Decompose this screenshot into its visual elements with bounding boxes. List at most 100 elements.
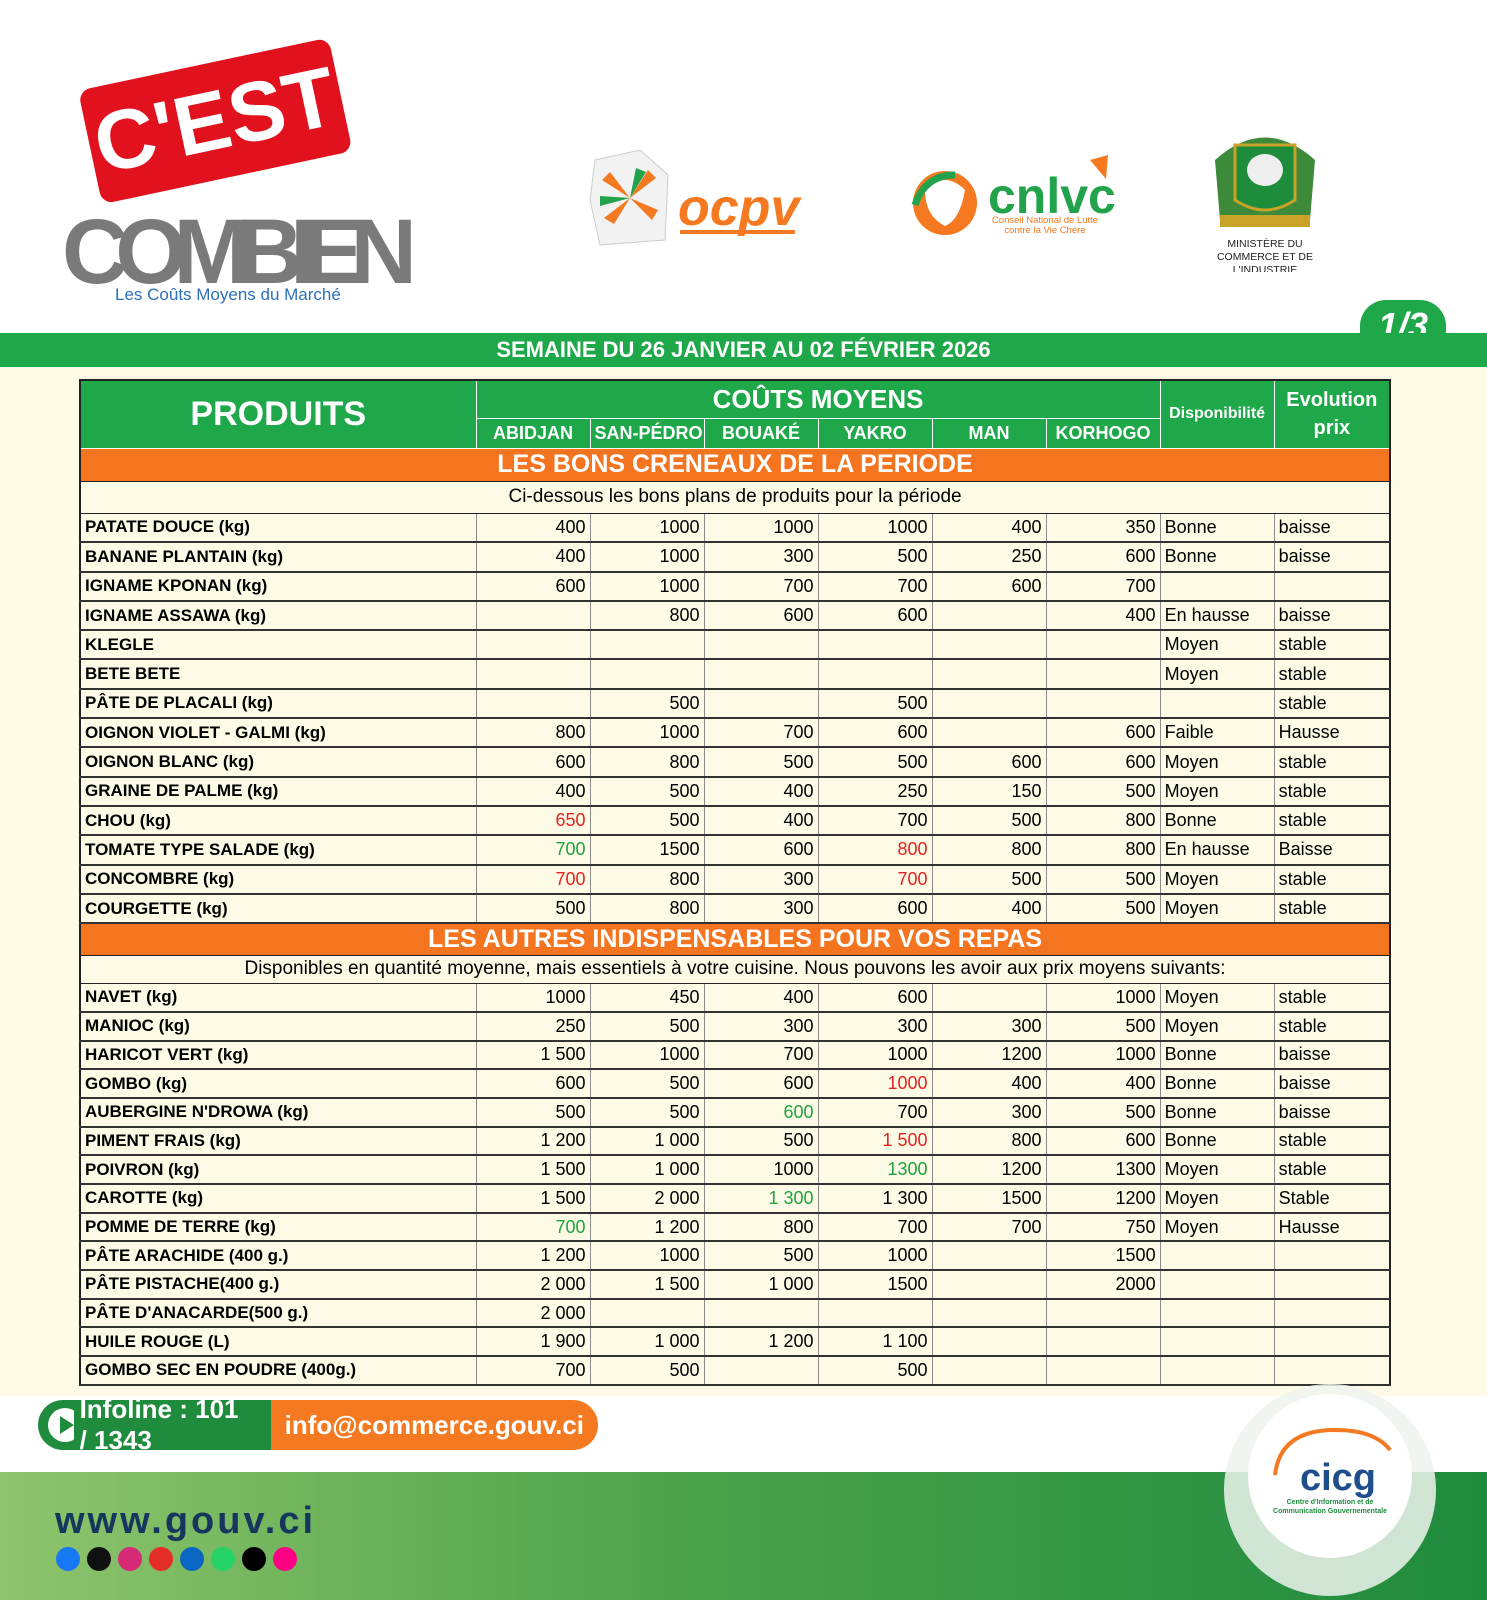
tiktok-icon[interactable] [242,1547,266,1571]
price-cell: 300 [703,864,819,895]
price-cell: 500 [589,805,705,837]
cicg-caption: Centre d'Information et de Communication… [1273,1499,1387,1515]
price-cell: 500 [703,1126,819,1157]
youtube-icon[interactable] [149,1547,173,1571]
price-cell: 1300 [817,1154,933,1185]
section-title: LES AUTRES INDISPENSABLES POUR VOS REPAS [79,922,1391,956]
x-icon[interactable] [87,1547,111,1571]
price-cell: 1000 [589,571,705,602]
price-table: PRODUITS COÛTS MOYENS Disponibilité Evoluti… [79,379,1392,1386]
price-cell: 400 [931,512,1047,544]
trend-cell: stable [1273,746,1391,778]
price-cell: 1 500 [475,1040,591,1071]
product-name: POIVRON (kg) [79,1154,477,1185]
product-row: CONCOMBRE (kg) 700 800 300 700 500 500 Moyen sta… [79,864,1391,895]
trend-cell: Stable [1273,1183,1391,1214]
price-cell [589,658,705,690]
product-row: OIGNON BLANC (kg) 600 800 500 500 600 600 Moyen… [79,746,1391,778]
price-cell: 800 [589,600,705,632]
ministry-box: MINISTÈRE DU COMMERCE ET DE L'INDUSTRIE [1217,238,1313,272]
price-cell: 700 [931,1212,1047,1243]
price-cell: 500 [475,1097,591,1128]
availability-cell: Moyen [1159,776,1275,807]
infoline: Infoline : 101 / 1343 [79,1400,239,1450]
play-icon [48,1408,74,1442]
city-header: BOUAKÉ [703,417,819,449]
city-header: KORHOGO [1045,417,1161,449]
cest-logo: C'EST [76,35,355,207]
facebook-icon[interactable] [56,1547,80,1571]
price-cell [589,629,705,661]
price-cell: 1200 [1045,1183,1161,1214]
price-cell: 1000 [817,512,933,544]
contact-pill: Infoline : 101 / 1343 info@commerce.gouv… [38,1400,598,1450]
flickr-icon[interactable] [273,1547,297,1571]
price-cell: 1300 [1045,1154,1161,1185]
price-cell: 500 [817,688,933,720]
email[interactable]: info@commerce.gouv.ci [270,1400,598,1450]
price-cell: 1 500 [589,1269,705,1300]
price-cell [1045,1326,1161,1358]
cicg-caption-box: Centre d'Information et de Communication… [1273,1499,1387,1515]
price-cell [931,1326,1047,1358]
price-cell: 800 [931,1126,1047,1157]
price-cell: 400 [1045,1068,1161,1099]
trend-cell: stable [1273,864,1391,895]
price-cell: 1 900 [475,1326,591,1358]
price-cell: 1 000 [589,1126,705,1157]
product-name: AUBERGINE N'DROWA (kg) [79,1097,477,1128]
price-cell: 750 [1045,1212,1161,1243]
price-cell: 300 [703,541,819,573]
price-cell [931,600,1047,632]
availability-cell: Bonne [1159,1040,1275,1071]
cnlvc-hands [925,180,965,226]
availability-cell: Moyen [1159,1154,1275,1185]
instagram-icon[interactable] [118,1547,142,1571]
price-cell: 800 [931,834,1047,866]
product-row: TOMATE TYPE SALADE (kg) 700 1500 600 800 800 8… [79,834,1391,866]
price-cell: 500 [1045,893,1161,925]
price-cell [931,982,1047,1013]
availability-cell: Moyen [1159,1011,1275,1042]
price-cell: 700 [475,1212,591,1243]
cnlvc-caption-box: Conseil National de Lutte contre la Vie … [991,216,1099,236]
price-cell [589,1298,705,1329]
cicg-swoosh [1273,1427,1392,1476]
linkedin-icon[interactable] [180,1547,204,1571]
price-cell: 700 [817,1212,933,1243]
price-cell: 600 [703,600,819,632]
trend-cell: Baisse [1273,834,1391,866]
price-cell: 2 000 [475,1298,591,1329]
product-row: PÂTE DE PLACALI (kg) 500 500 stable [79,688,1391,720]
price-cell [703,658,819,690]
availability-header: Disponibilité [1159,379,1275,449]
product-name: COURGETTE (kg) [79,893,477,925]
price-cell: 1 500 [817,1126,933,1157]
cnlvc-caption: Conseil National de Lutte contre la Vie … [991,216,1099,236]
price-cell: 500 [589,776,705,807]
section-subtitle: Disponibles en quantité moyenne, mais es… [79,954,1391,984]
price-cell: 600 [1045,717,1161,749]
whatsapp-icon[interactable] [211,1547,235,1571]
price-cell: 1000 [475,982,591,1013]
product-row: HARICOT VERT (kg) 1 500 1000 700 1000 1200 100… [79,1040,1391,1071]
price-cell: 650 [475,805,591,837]
product-row: BETE BETE Moyen stable [79,658,1391,690]
product-row: HUILE ROUGE (L) 1 900 1 000 1 200 1 100 [79,1326,1391,1358]
product-row: OIGNON VIOLET - GALMI (kg) 800 1000 700 600 6… [79,717,1391,749]
availability-cell: Moyen [1159,982,1275,1013]
price-cell: 600 [817,893,933,925]
product-row: PÂTE D'ANACARDE(500 g.) 2 000 [79,1298,1391,1329]
price-cell: 1500 [931,1183,1047,1214]
price-cell: 600 [703,1068,819,1099]
price-cell: 300 [931,1097,1047,1128]
price-cell: 1200 [931,1040,1047,1071]
trend-cell: baisse [1273,512,1391,544]
price-cell [1045,658,1161,690]
product-row: GRAINE DE PALME (kg) 400 500 400 250 150 500 Mo… [79,776,1391,807]
product-name: PÂTE DE PLACALI (kg) [79,688,477,720]
price-cell: 800 [817,834,933,866]
availability-cell: En hausse [1159,600,1275,632]
tagline: Les Coûts Moyens du Marché [115,285,341,304]
website[interactable]: www.gouv.ci [55,1500,317,1542]
